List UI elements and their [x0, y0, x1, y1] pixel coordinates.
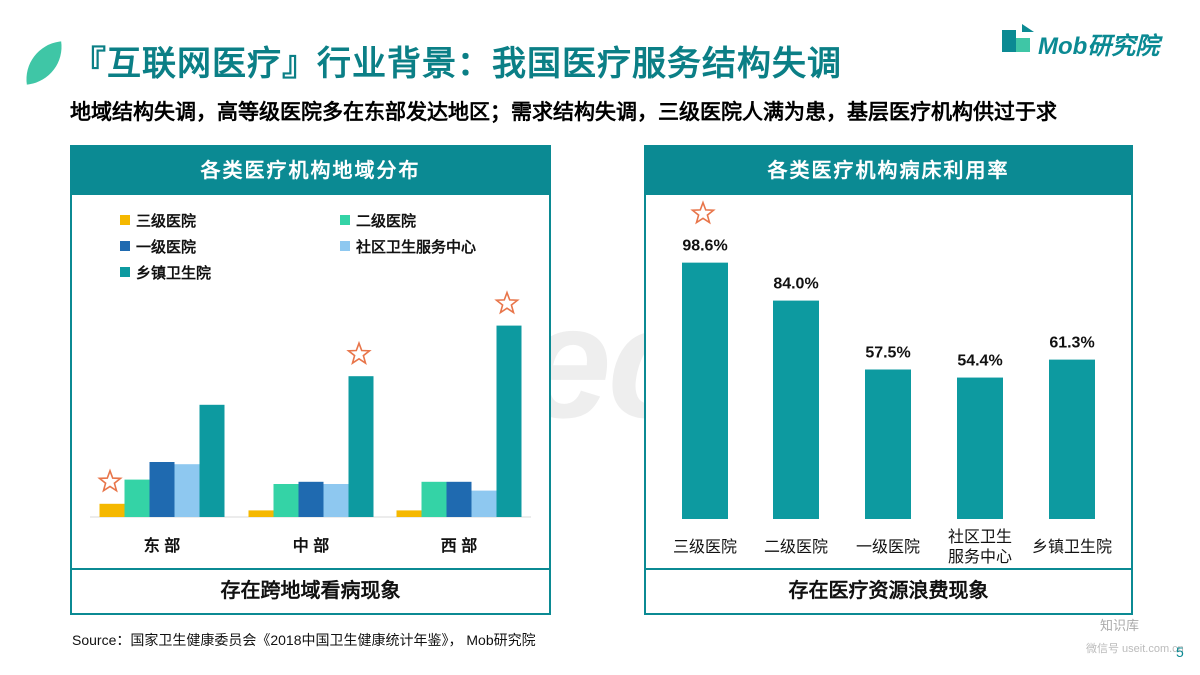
category-label: 一级医院 — [856, 538, 920, 556]
right-panel-header: 各类医疗机构病床利用率 — [646, 147, 1131, 195]
bar-1-3 — [323, 484, 349, 517]
category-label: 服务中心 — [948, 548, 1012, 566]
bar-2-2 — [446, 481, 472, 517]
decorative-leaf — [21, 41, 67, 85]
category-label: 社区卫生 — [948, 528, 1012, 546]
legend-item: 一级医院 — [120, 236, 196, 257]
data-label: 54.4% — [957, 353, 1002, 370]
left-panel-footer: 存在跨地域看病现象 — [72, 568, 549, 613]
star-marker-icon — [494, 290, 520, 315]
bar-1 — [773, 300, 819, 519]
star-marker-icon — [97, 468, 123, 493]
bar-1-0 — [248, 510, 274, 517]
right-panel-footer: 存在医疗资源浪费现象 — [646, 568, 1131, 613]
page-title: 『互联网医疗』行业背景：我国医疗服务结构失调 — [72, 45, 842, 83]
regional-distribution-chart: 东 部中 部西 部 — [90, 290, 531, 555]
bar-4 — [1049, 359, 1095, 519]
category-label: 三级医院 — [673, 538, 737, 556]
logo-text: Mob研究院 — [1038, 33, 1160, 60]
legend-swatch — [120, 215, 130, 226]
legend-swatch — [340, 241, 350, 252]
category-label: 乡镇卫生院 — [1032, 538, 1112, 556]
bar-3 — [957, 377, 1003, 519]
legend-item: 乡镇卫生院 — [120, 262, 211, 283]
logo-mark-icon — [1002, 24, 1034, 52]
wechat-watermark: 知识库 — [1100, 618, 1140, 633]
data-label: 57.5% — [865, 345, 910, 362]
data-label: 98.6% — [682, 238, 727, 255]
data-label: 84.0% — [773, 276, 818, 293]
star-marker-icon — [346, 340, 372, 365]
bar-2-1 — [421, 481, 447, 517]
brand-logo: Mob研究院 — [1000, 22, 1180, 60]
bar-2-4 — [496, 325, 522, 517]
legend-swatch — [120, 267, 130, 278]
legend-label: 乡镇卫生院 — [136, 265, 212, 282]
bar-0-1 — [124, 479, 150, 517]
left-panel: 各类医疗机构地域分布 存在跨地域看病现象 — [70, 145, 551, 615]
bar-1-4 — [348, 376, 374, 517]
source-note: Source：国家卫生健康委员会《2018中国卫生健康统计年鉴》， Mob研究院 — [72, 632, 536, 648]
bar-2-3 — [471, 490, 497, 517]
legend-swatch — [340, 215, 350, 226]
legend-item: 二级医院 — [340, 210, 416, 231]
bed-utilization-chart: 98.6% 三级医院 84.0% 二级医院 57.5% 一级医院 54.4% 社区卫生服务中心… — [673, 200, 1112, 566]
bar-0-3 — [174, 464, 200, 517]
page-number: 5 — [1176, 644, 1184, 660]
star-marker-icon — [690, 200, 716, 225]
bar-2 — [865, 369, 911, 519]
legend-label: 二级医院 — [356, 213, 417, 230]
bar-2-0 — [396, 510, 422, 517]
left-panel-header: 各类医疗机构地域分布 — [72, 147, 549, 195]
category-label: 中 部 — [293, 536, 329, 555]
legend-item: 社区卫生服务中心 — [340, 236, 476, 257]
legend-label: 社区卫生服务中心 — [356, 239, 477, 256]
bar-1-2 — [298, 481, 324, 517]
wechat-id: 微信号 useit.com.cn — [1086, 643, 1184, 655]
legend-swatch — [120, 241, 130, 252]
bar-0-2 — [149, 462, 175, 517]
legend-label: 三级医院 — [136, 213, 197, 230]
bar-0-0 — [99, 503, 125, 517]
subtitle: 地域结构失调，高等级医院多在东部发达地区；需求结构失调，三级医院人满为患，基层医… — [70, 101, 1057, 124]
chart-legend: 三级医院 二级医院一级医院 社区卫生服务中心乡镇卫生院 — [120, 210, 540, 290]
legend-label: 一级医院 — [136, 239, 197, 256]
category-label: 东 部 — [144, 536, 180, 555]
data-label: 61.3% — [1049, 335, 1094, 352]
category-label: 西 部 — [441, 536, 477, 555]
bar-0-4 — [199, 404, 225, 517]
bar-1-1 — [273, 484, 299, 517]
legend-item: 三级医院 — [120, 210, 196, 231]
category-label: 二级医院 — [764, 538, 828, 556]
bar-0 — [682, 262, 728, 519]
